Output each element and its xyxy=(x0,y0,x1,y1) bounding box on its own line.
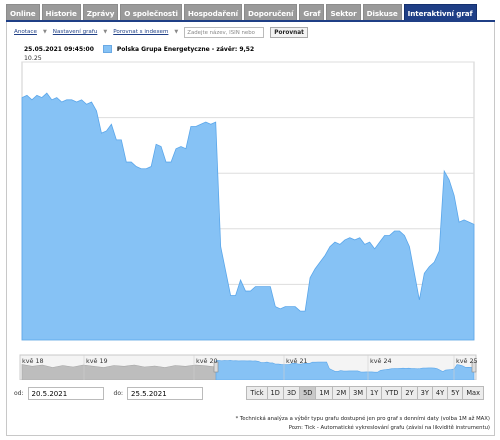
compare-button[interactable]: Porovnat xyxy=(270,26,308,38)
chevron-down-icon: ▼ xyxy=(103,29,108,35)
price-area-series xyxy=(21,92,475,341)
period-button-3m[interactable]: 3M xyxy=(349,386,368,400)
navigator-handle-left[interactable] xyxy=(213,361,219,373)
y-tick-label: 10.25 xyxy=(24,55,42,62)
period-button-ytd[interactable]: YTD xyxy=(381,386,403,400)
legend-label: Polska Grupa Energetyczne - závěr: 9,52 xyxy=(116,45,255,53)
period-button-3d[interactable]: 3D xyxy=(282,386,301,400)
tab-historie[interactable]: Historie xyxy=(41,4,81,21)
legend-swatch xyxy=(102,45,112,53)
tab-bar-underline xyxy=(6,20,495,22)
period-button-2y[interactable]: 2Y xyxy=(401,386,418,400)
period-button-tick[interactable]: Tick xyxy=(246,386,268,400)
chevron-down-icon: ▼ xyxy=(42,29,47,35)
period-buttons: Tick 1D 3D 5D 1M 2M 3M 1Y YTD 2Y 3Y 4Y 5Y Max xyxy=(246,386,484,400)
from-label: od: xyxy=(14,389,24,397)
annotation-link[interactable]: Anotace xyxy=(14,29,37,35)
period-button-1y[interactable]: 1Y xyxy=(366,386,383,400)
period-button-5d[interactable]: 5D xyxy=(299,386,317,400)
chevron-down-icon: ▼ xyxy=(174,29,179,35)
period-button-1m[interactable]: 1M xyxy=(315,386,334,400)
tab-sektor[interactable]: Sektor xyxy=(326,4,361,21)
period-button-3y[interactable]: 3Y xyxy=(416,386,433,400)
from-date-input[interactable]: 20.5.2021 xyxy=(27,386,104,400)
period-button-2m[interactable]: 2M xyxy=(332,386,351,400)
chart-panel xyxy=(6,22,495,436)
footnote-tick: Pozn: Tick - Automatické vykreslování gr… xyxy=(288,425,490,431)
navigator-date-label: kvě 24 xyxy=(370,357,392,365)
to-label: do: xyxy=(113,389,124,397)
compare-index-link[interactable]: Porovnat s indexem xyxy=(113,29,169,35)
period-button-5y[interactable]: 5Y xyxy=(447,386,464,400)
chart-toolbar: Anotace ▼ Nastavení grafu ▼ Porovnat s i… xyxy=(14,25,308,39)
navigator-handle-right[interactable] xyxy=(471,361,477,373)
period-button-max[interactable]: Max xyxy=(462,386,484,400)
compare-search-input[interactable]: Zadejte název, ISIN nebo xyxy=(184,26,265,38)
navigator-date-label: kvě 20 xyxy=(196,357,218,365)
tab-diskuse[interactable]: Diskuse xyxy=(362,4,402,21)
chart-settings-link[interactable]: Nastavení grafu xyxy=(52,29,98,35)
period-button-1d[interactable]: 1D xyxy=(266,386,284,400)
date-range-row: od: 20.5.2021 do: 25.5.2021 Tick 1D 3D 5D 1M… xyxy=(14,386,484,400)
navigator-date-label: kvě 25 xyxy=(456,357,478,365)
chart-info-line: 25.05.2021 09:45:00 Polska Grupa Energet… xyxy=(24,45,254,53)
navigator-history-area xyxy=(21,364,217,380)
navigator-date-label: kvě 21 xyxy=(286,357,308,365)
navigator-date-label: kvě 18 xyxy=(22,357,44,365)
period-button-4y[interactable]: 4Y xyxy=(431,386,449,400)
footnote-technical: * Technická analýza a výběr typu grafu d… xyxy=(235,416,490,422)
navigator-selected-area xyxy=(215,360,475,380)
navigator-date-label: kvě 19 xyxy=(86,357,108,365)
chart-datetime: 25.05.2021 09:45:00 xyxy=(24,45,94,53)
to-date-input[interactable]: 25.5.2021 xyxy=(127,386,204,400)
